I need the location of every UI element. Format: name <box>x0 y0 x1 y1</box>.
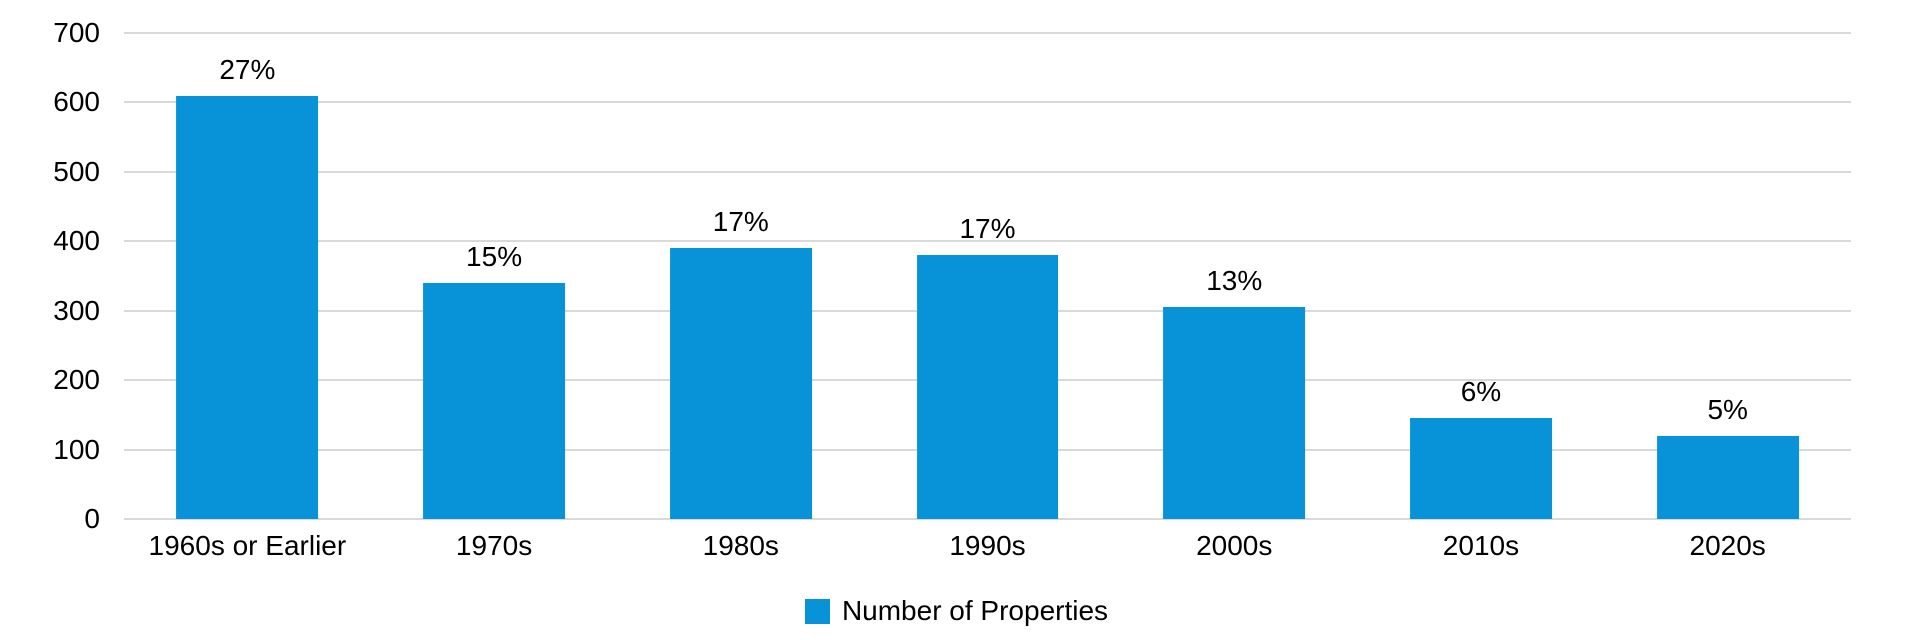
y-tick-label: 400 <box>53 225 100 257</box>
y-tick-label: 200 <box>53 364 100 396</box>
bar-slot: 13% <box>1111 33 1358 519</box>
legend: Number of Properties <box>0 597 1913 625</box>
y-tick-label: 700 <box>53 17 100 48</box>
x-tick-label: 2020s <box>1689 530 1766 561</box>
bar-slot: 15% <box>371 33 618 519</box>
x-tick-label: 1960s or Earlier <box>148 530 347 561</box>
x-axis: 1960s or Earlier 1970s 1980s 1990s 2000s 2010… <box>124 530 1851 562</box>
legend-swatch-icon <box>804 598 830 624</box>
bar-slot: 6% <box>1358 33 1605 519</box>
bar-value-label: 27% <box>219 53 276 85</box>
y-axis: 0 100 200 300 400 500 600 700 <box>0 19 100 533</box>
gridline <box>124 240 1851 243</box>
bar-1960s-or-earlier <box>176 95 319 519</box>
bar-value-label: 17% <box>959 213 1016 245</box>
bar-slot: 17% <box>617 33 864 519</box>
bar-2020s <box>1656 435 1799 519</box>
bar-2000s <box>1163 307 1306 519</box>
y-tick-label: 0 <box>84 503 100 534</box>
x-tick-label: 1990s <box>949 530 1026 561</box>
plot-area: 27% 15% 17% 17% 13% 6% 5% <box>124 32 1851 520</box>
bar-slot: 5% <box>1604 33 1851 519</box>
bar-2010s <box>1410 418 1552 519</box>
y-tick-label: 500 <box>53 155 100 187</box>
legend-label: Number of Properties <box>841 595 1109 626</box>
y-tick-label: 100 <box>53 433 100 465</box>
gridline <box>124 170 1851 173</box>
bar-value-label: 6% <box>1460 376 1502 408</box>
x-tick-label: 2010s <box>1442 530 1520 561</box>
bar-1980s <box>669 248 812 519</box>
x-tick-label: 1980s <box>702 530 779 561</box>
x-tick-label: 2000s <box>1196 530 1273 561</box>
gridline <box>124 101 1851 104</box>
bar-value-label: 13% <box>1206 265 1263 297</box>
gridline <box>124 32 1851 34</box>
bar-slot: 27% <box>124 33 371 519</box>
bar-value-label: 15% <box>466 240 523 272</box>
y-tick-label: 600 <box>53 86 100 118</box>
bar-value-label: 17% <box>712 206 769 238</box>
bars: 27% 15% 17% 17% 13% 6% 5% <box>124 33 1851 519</box>
gridline <box>124 518 1851 520</box>
bar-1990s <box>916 255 1059 519</box>
bar-value-label: 5% <box>1707 393 1748 425</box>
bar-1970s <box>423 282 566 519</box>
y-tick-label: 300 <box>53 294 100 326</box>
bar-slot: 17% <box>864 33 1111 519</box>
x-tick-label: 1970s <box>455 530 533 561</box>
